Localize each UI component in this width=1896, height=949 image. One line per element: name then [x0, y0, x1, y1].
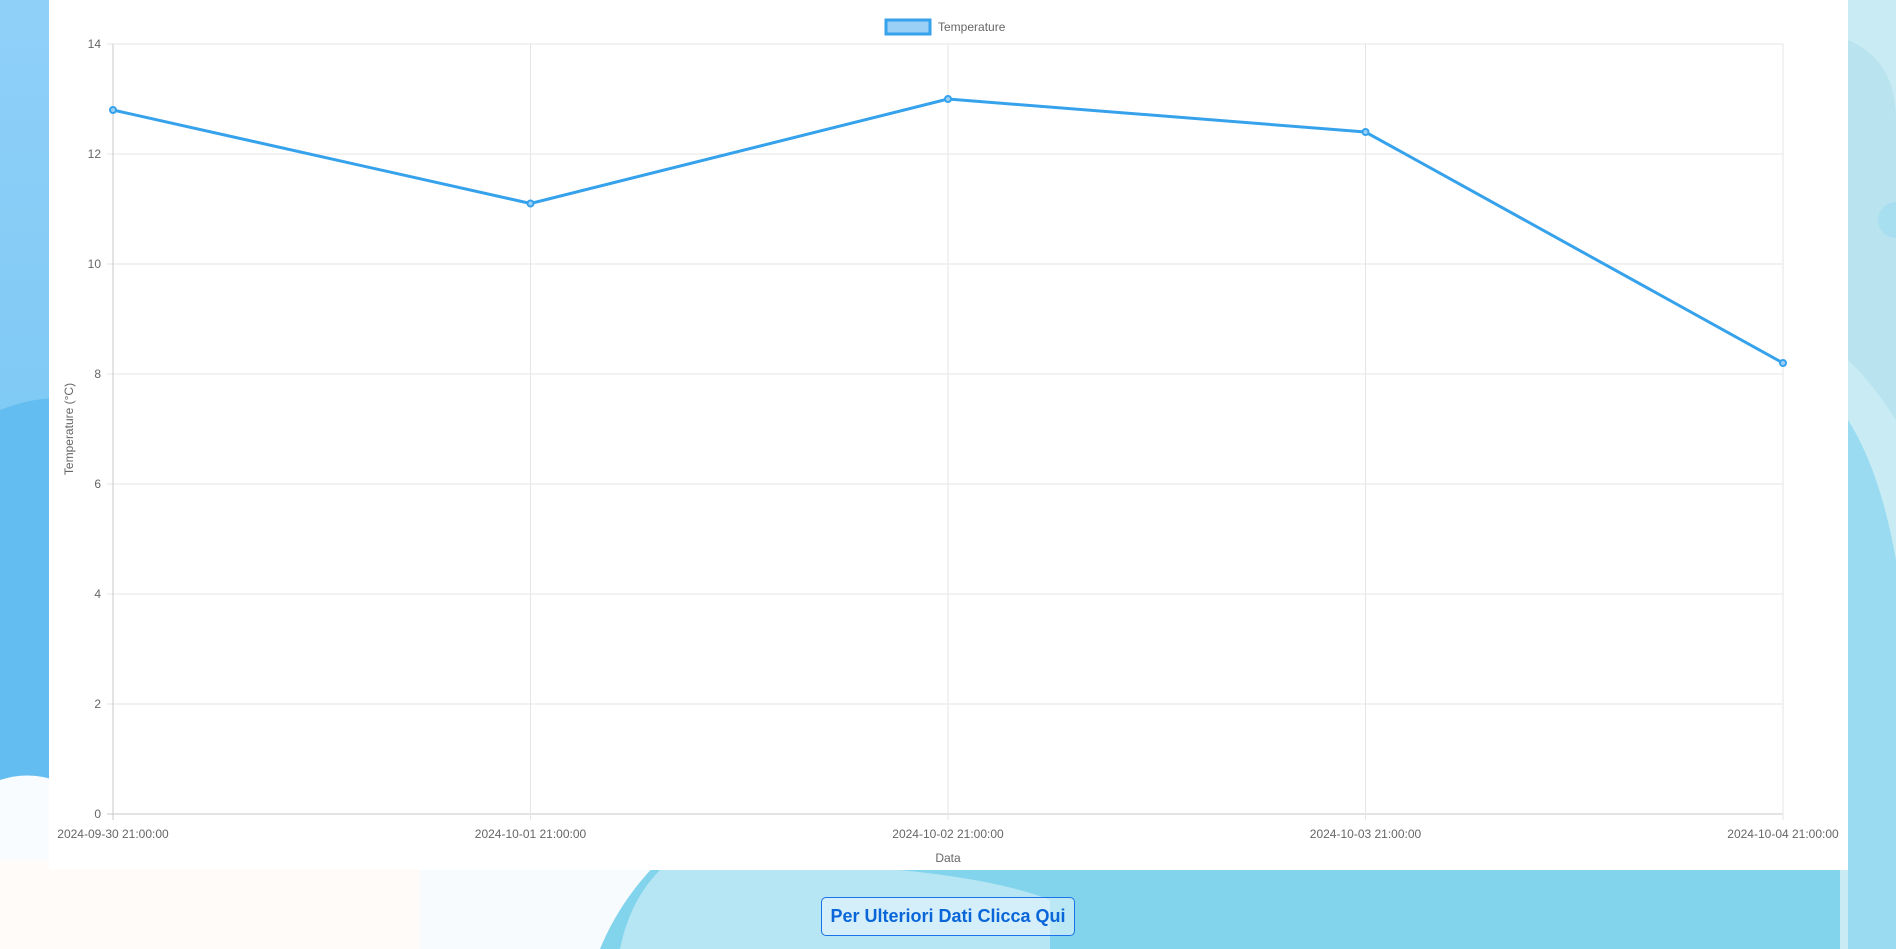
y-tick-label: 2: [94, 697, 101, 711]
more-data-button[interactable]: Per Ulteriori Dati Clicca Qui: [821, 897, 1075, 936]
data-point: [1361, 128, 1370, 136]
x-tick-label: 2024-10-03 21:00:00: [1310, 827, 1422, 841]
legend-swatch: [884, 18, 932, 36]
data-point: [1779, 359, 1787, 367]
chart-card: 0 2 4 6 8 10 12 14 2024-09-30 21:00:00 2024-10-01…: [49, 0, 1848, 870]
temperature-line-chart: 0 2 4 6 8 10 12 14 2024-09-30 21:00:00 2024-10-01…: [57, 18, 1839, 865]
data-point: [109, 106, 117, 114]
x-tick-label: 2024-09-30 21:00:00: [57, 827, 169, 841]
y-tick-label: 14: [88, 37, 102, 51]
y-tick-label: 4: [94, 587, 101, 601]
data-point: [944, 95, 952, 103]
x-axis-title: Data: [935, 851, 961, 865]
y-tick-label: 0: [94, 807, 101, 821]
y-tick-label: 10: [88, 257, 102, 271]
x-tick-label: 2024-10-04 21:00:00: [1727, 827, 1839, 841]
y-tick-label: 6: [94, 477, 101, 491]
legend-label: Temperature: [938, 20, 1006, 34]
data-point: [526, 199, 535, 208]
y-tick-label: 12: [88, 147, 102, 161]
x-tick-label: 2024-10-02 21:00:00: [892, 827, 1004, 841]
y-axis-title: Temperature (°C): [62, 383, 76, 475]
x-tick-label: 2024-10-01 21:00:00: [475, 827, 587, 841]
y-tick-label: 8: [94, 367, 101, 381]
